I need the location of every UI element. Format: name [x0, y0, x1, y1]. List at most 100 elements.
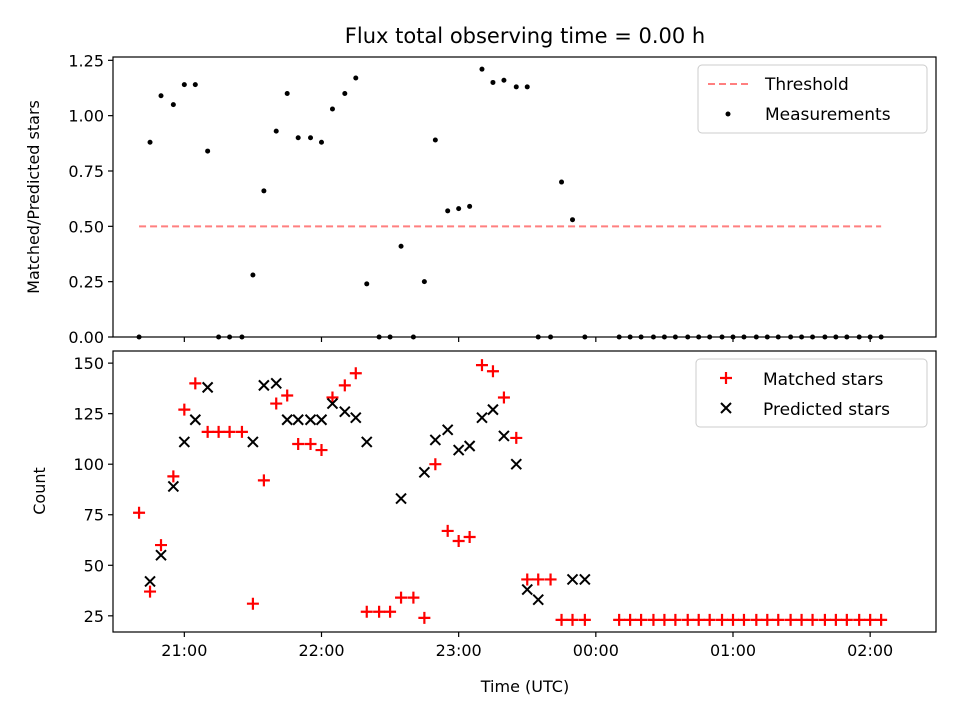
measurements-point	[432, 137, 438, 143]
matched-stars-point	[853, 613, 866, 626]
matched-stars-point	[395, 591, 408, 604]
matched-stars-point	[292, 437, 305, 450]
matched-stars-point	[818, 613, 831, 626]
measurements-point	[524, 84, 530, 90]
matched-stars-point	[737, 613, 750, 626]
matched-stars-point	[418, 611, 431, 624]
matched-stars-point	[681, 613, 694, 626]
predicted-stars-point	[292, 414, 304, 426]
matched-stars-point	[806, 613, 819, 626]
flux-ratio-legend: Threshold Measurements	[697, 64, 928, 134]
measurements-point	[421, 279, 427, 285]
matched-stars-point	[658, 613, 671, 626]
star-count-axes-frame	[112, 350, 937, 633]
flux-ratio-y-axis-label: Matched/Predicted stars	[24, 100, 43, 294]
predicted-stars-point	[510, 458, 522, 470]
star-count-x-tick-label: 00:00	[573, 641, 619, 660]
measurements-point	[181, 82, 187, 88]
predicted-stars-point	[155, 549, 167, 561]
matched-stars-point	[692, 613, 705, 626]
matched-stars-point	[144, 585, 157, 598]
matched-stars-point	[349, 367, 362, 380]
predicted-stars-point	[418, 466, 431, 479]
star-count-y-axis-label: Count	[30, 467, 49, 515]
predicted-stars-point	[270, 377, 282, 390]
matched-stars-point	[647, 613, 660, 626]
measurements-point	[329, 106, 335, 112]
matched-stars-point	[384, 605, 397, 618]
matched-stars-legend-label: Matched stars	[763, 370, 883, 390]
matched-stars-point	[475, 359, 488, 372]
measurements-point	[456, 206, 462, 212]
matched-stars-legend-swatch	[720, 372, 732, 384]
star-count-x-tick-label: 22:00	[298, 641, 344, 660]
predicted-stars-point	[339, 405, 351, 418]
measurements-point	[308, 135, 314, 141]
threshold-legend-label: Threshold	[764, 75, 849, 95]
predicted-stars-point	[463, 440, 476, 452]
chart-title: Flux total observing time = 0.00 h	[345, 24, 705, 48]
predicted-stars-point	[429, 434, 442, 446]
matched-stars-point	[703, 613, 716, 626]
matched-stars-point	[281, 389, 294, 402]
predicted-stars-point	[441, 424, 454, 436]
matched-stars-point	[407, 591, 420, 604]
matched-stars-point	[246, 597, 259, 610]
predicted-stars-point	[167, 480, 180, 493]
matched-stars-point	[532, 573, 545, 586]
matched-stars-point	[875, 613, 888, 626]
matched-stars-point	[270, 397, 283, 410]
predicted-stars-point	[315, 414, 328, 426]
matched-stars-point	[555, 613, 568, 626]
predicted-stars-point	[326, 397, 339, 410]
measurements-point	[147, 139, 153, 145]
measurements-point	[398, 243, 404, 249]
predicted-stars-point	[178, 436, 191, 448]
measurements-legend-swatch	[725, 111, 731, 117]
measurements-point	[353, 75, 359, 81]
matched-stars-point	[201, 425, 214, 438]
matched-stars-point	[133, 506, 146, 519]
measurements-point	[559, 179, 565, 185]
measurements-point	[318, 139, 324, 145]
star-count-y-tick-label: 100	[73, 455, 104, 474]
star-count-marks	[133, 359, 888, 626]
predicted-stars-point	[189, 414, 202, 426]
matched-stars-point	[761, 613, 774, 626]
star-count-legend-box	[695, 358, 928, 428]
flux-ratio-y-tick-label: 0.25	[68, 273, 104, 292]
flux-ratio-y-tick-label: 1.25	[68, 51, 104, 70]
star-count-y-tick-label: 125	[73, 405, 104, 424]
flux-ratio-y-tick-label: 0.00	[68, 328, 104, 347]
predicted-stars-point	[452, 444, 465, 456]
matched-stars-point	[772, 613, 785, 626]
star-count-ticks: 21:00 22:00 23:00 00:00 01:00 02:00 25 50 75 100 1…	[73, 354, 893, 660]
matched-stars-point	[840, 613, 853, 626]
matched-stars-point	[178, 403, 191, 416]
matched-stars-point	[669, 613, 682, 626]
flux-ratio-panel: 0.00 0.25 0.50 0.75 1.00 1.25 Matched/Predict…	[24, 51, 937, 347]
predicted-stars-legend-swatch	[720, 402, 732, 414]
star-count-x-tick-label: 23:00	[436, 641, 482, 660]
star-count-panel: 21:00 22:00 23:00 00:00 01:00 02:00 25 50 75 100 1…	[30, 350, 937, 696]
predicted-stars-point	[476, 412, 488, 424]
matched-stars-point	[155, 539, 168, 552]
star-count-x-tick-label: 21:00	[161, 641, 207, 660]
matched-stars-point	[726, 613, 739, 626]
measurements-point	[261, 188, 267, 194]
measurements-point	[501, 77, 507, 83]
predicted-stars-point	[579, 573, 591, 586]
matched-stars-point	[167, 470, 180, 483]
measurements-point	[467, 203, 473, 209]
predicted-stars-point	[521, 583, 533, 596]
matched-stars-point	[223, 425, 236, 438]
matched-stars-point	[566, 613, 579, 626]
matched-stars-point	[338, 379, 351, 392]
measurements-point	[490, 79, 496, 85]
predicted-stars-point	[498, 430, 510, 442]
matched-stars-point	[373, 605, 386, 618]
matched-stars-point	[429, 458, 442, 471]
predicted-stars-point	[281, 414, 293, 426]
star-count-legend: Matched stars Predicted stars	[695, 358, 928, 428]
matched-stars-point	[544, 573, 557, 586]
